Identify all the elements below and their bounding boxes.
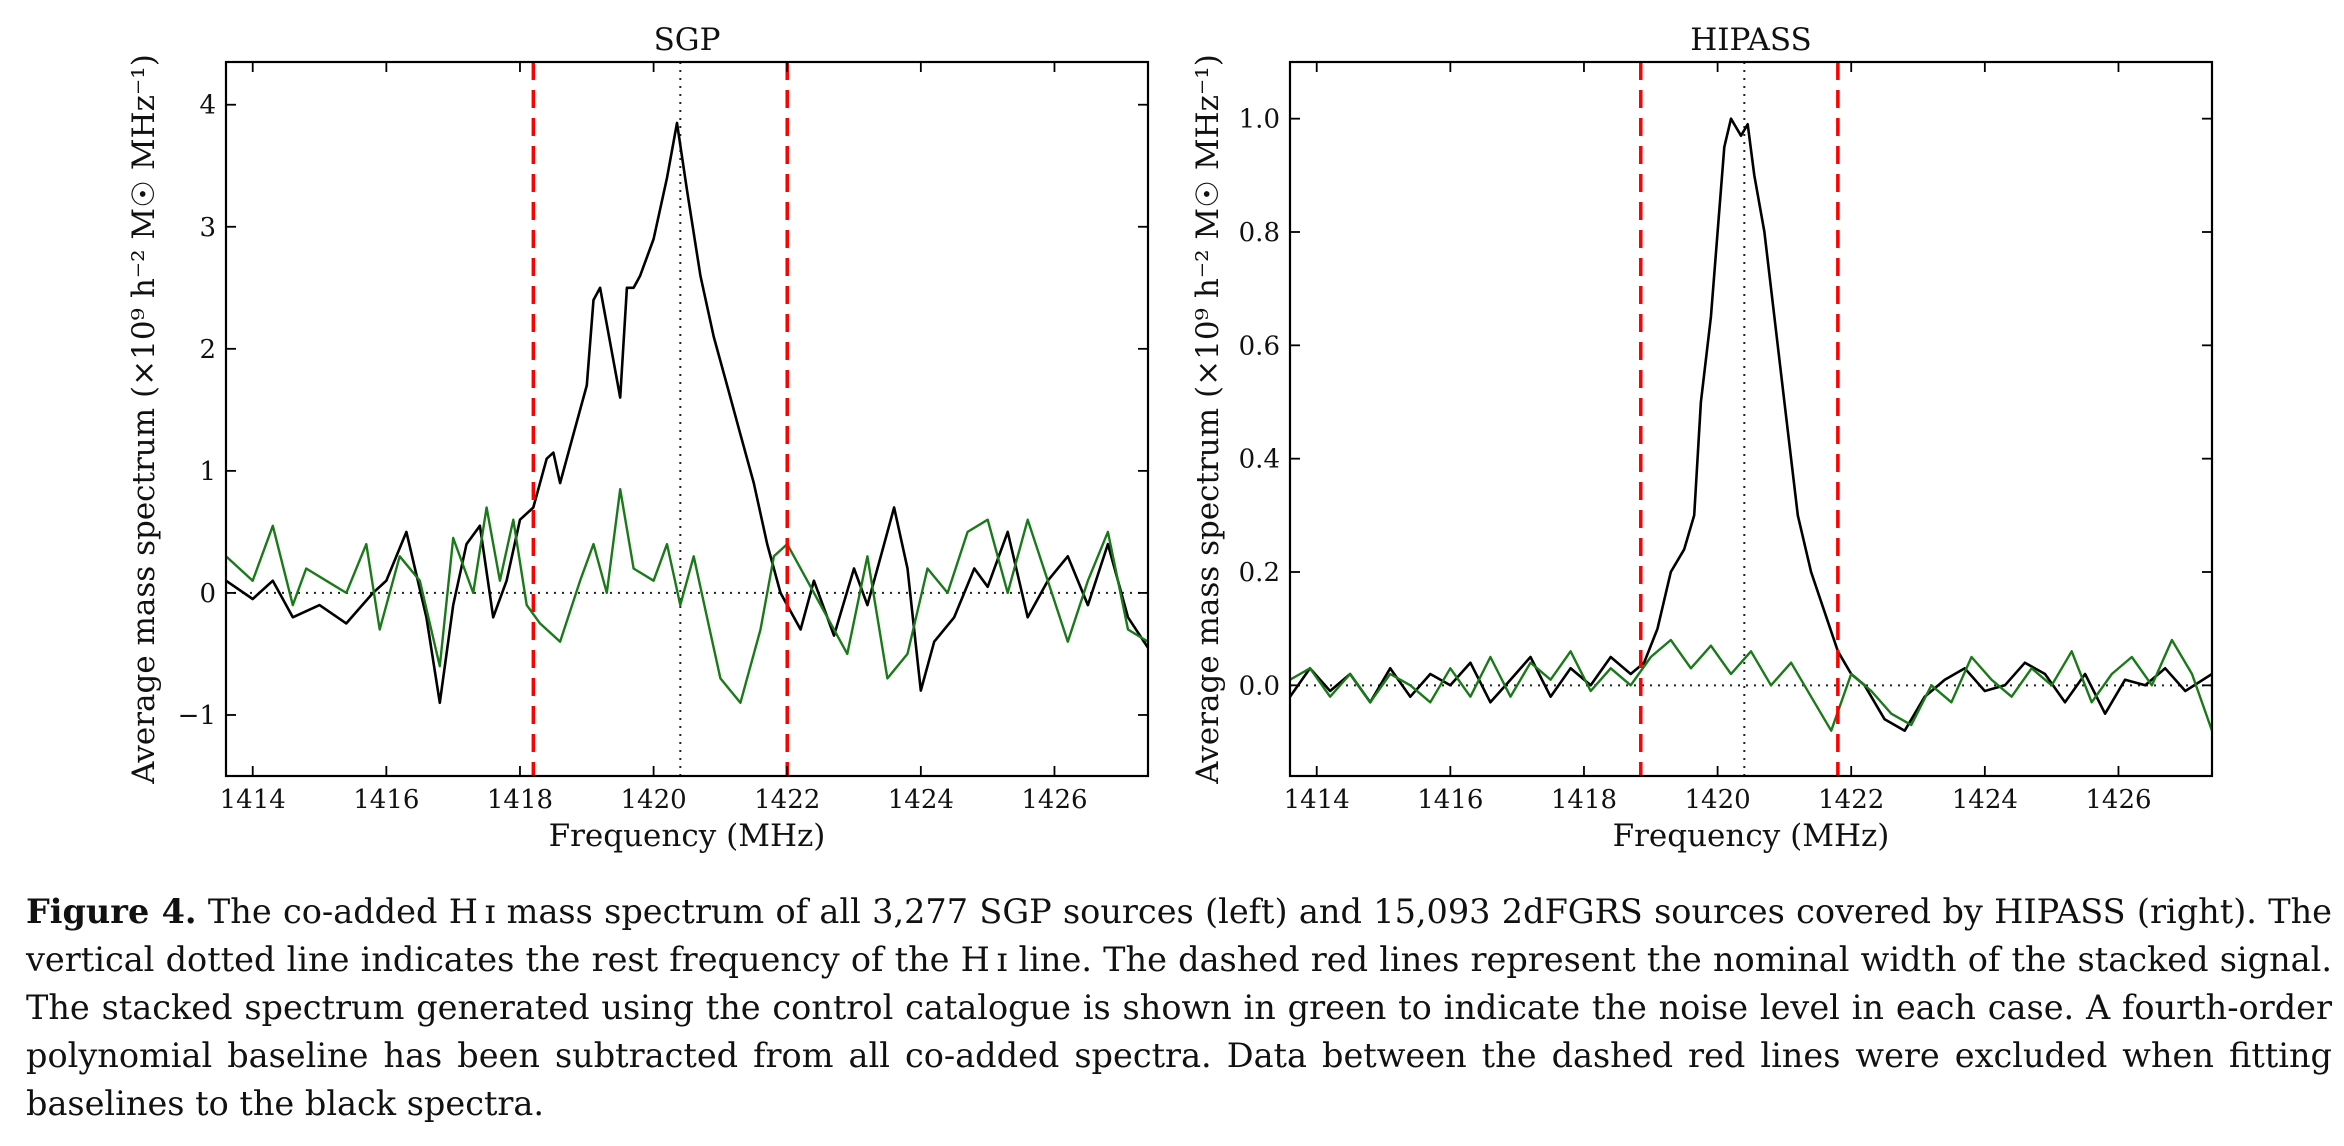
hipass-x-tick-label: 1414 bbox=[1284, 785, 1350, 815]
hipass-x-tick-label: 1416 bbox=[1417, 785, 1483, 815]
hipass-x-tick-label: 1422 bbox=[1818, 785, 1884, 815]
hipass-y-tick-label: 1.0 bbox=[1239, 105, 1280, 135]
hipass-y-tick-label: 0.6 bbox=[1239, 331, 1280, 361]
sgp-x-tick-label: 1418 bbox=[487, 785, 553, 815]
sgp-x-tick-label: 1420 bbox=[621, 785, 687, 815]
sgp-x-axis-label: Frequency (MHz) bbox=[549, 818, 826, 854]
hipass-x-tick-label: 1418 bbox=[1551, 785, 1617, 815]
sgp-y-axis-label: Average mass spectrum (×10⁹ h⁻² M☉ MHz⁻¹… bbox=[126, 54, 162, 785]
sgp-spectrum-chart: SGP 1414 1416 1418 1420 1422 1424 1426 −1 0 1 2 3 4 Fr… bbox=[126, 22, 1150, 854]
sgp-chart-title: SGP bbox=[654, 22, 721, 58]
figure-caption: Figure 4. The co-added H ɪ mass spectrum… bbox=[26, 888, 2332, 1128]
sgp-y-tick-label: −1 bbox=[178, 701, 216, 731]
sgp-stacked-spectrum-line bbox=[226, 121, 1148, 705]
hipass-y-tick-label: 0.4 bbox=[1239, 445, 1280, 475]
hipass-x-tick-label: 1424 bbox=[1952, 785, 2018, 815]
hipass-control-spectrum-line bbox=[1290, 638, 2212, 732]
sgp-x-tick-label: 1424 bbox=[888, 785, 954, 815]
sgp-y-tick-label: 4 bbox=[199, 91, 216, 121]
sgp-x-tick-label: 1426 bbox=[1021, 785, 1087, 815]
sgp-x-tick-label: 1422 bbox=[754, 785, 820, 815]
sgp-plot-area bbox=[226, 62, 1148, 776]
sgp-y-tick-label: 0 bbox=[199, 579, 216, 609]
hipass-x-tick-label: 1426 bbox=[2085, 785, 2151, 815]
hipass-x-tick-label: 1420 bbox=[1685, 785, 1751, 815]
hipass-spectrum-chart: HIPASS 1414 1416 1418 1420 1422 1424 1426 0.0 0.2… bbox=[1190, 22, 2214, 854]
figure: SGP 1414 1416 1418 1420 1422 1424 1426 −1 0 1 2 3 4 Fr… bbox=[126, 22, 2214, 854]
hipass-y-tick-label: 0.0 bbox=[1239, 671, 1280, 701]
hipass-chart-title: HIPASS bbox=[1690, 22, 1812, 58]
sgp-x-tick-label: 1416 bbox=[353, 785, 419, 815]
sgp-axes-frame bbox=[224, 60, 1150, 778]
caption-label: Figure 4. bbox=[26, 892, 197, 931]
sgp-y-tick-label: 2 bbox=[199, 335, 216, 365]
hipass-stacked-spectrum-line bbox=[1290, 117, 2212, 733]
sgp-control-spectrum-line bbox=[226, 488, 1148, 704]
hipass-plot-area bbox=[1290, 62, 2212, 776]
sgp-x-tick-label: 1414 bbox=[220, 785, 286, 815]
sgp-y-tick-label: 1 bbox=[199, 457, 216, 487]
hipass-y-tick-label: 0.8 bbox=[1239, 218, 1280, 248]
hipass-axes-frame bbox=[1288, 60, 2214, 778]
caption-text: The co-added H ɪ mass spectrum of all 3,… bbox=[26, 892, 2332, 1123]
hipass-y-tick-label: 0.2 bbox=[1239, 558, 1280, 588]
hipass-x-axis-label: Frequency (MHz) bbox=[1613, 818, 1890, 854]
hipass-y-axis-label: Average mass spectrum (×10⁹ h⁻² M☉ MHz⁻¹… bbox=[1190, 54, 1226, 785]
sgp-y-tick-label: 3 bbox=[199, 213, 216, 243]
